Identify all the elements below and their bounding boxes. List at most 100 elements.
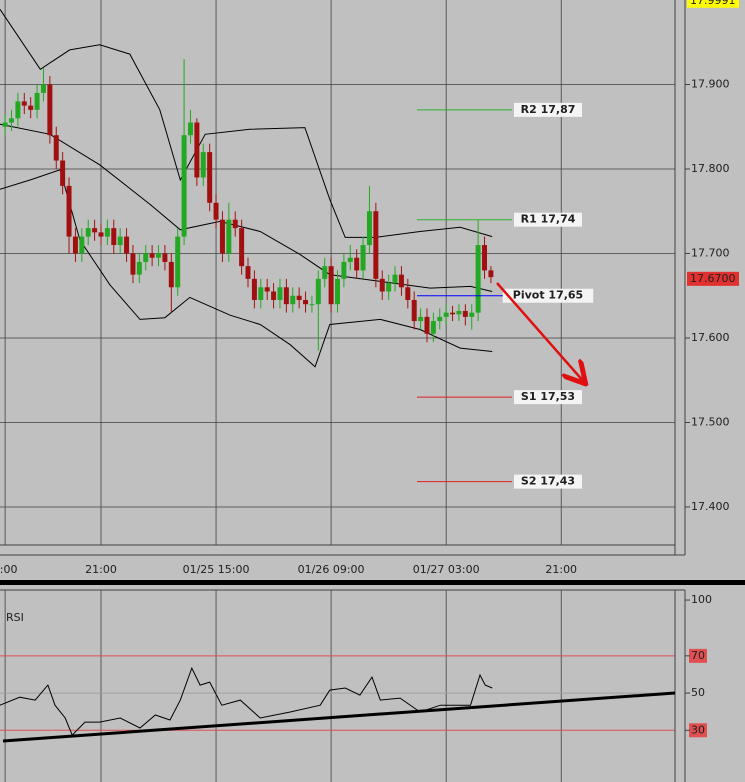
candle-body (21, 101, 27, 106)
bollinger-band (0, 123, 493, 292)
x-tick-label: 01/25 15:00 (183, 563, 250, 576)
price-label-box (687, 271, 739, 286)
candle-body (28, 105, 34, 110)
candle-body (379, 278, 385, 292)
candle-body (175, 236, 181, 288)
candle-body (328, 266, 334, 305)
candle-body (187, 122, 193, 136)
candle-body (264, 287, 270, 292)
candle-body (315, 278, 321, 305)
candle-body (232, 219, 238, 229)
candle-body (469, 312, 475, 317)
bollinger-band (0, 9, 493, 238)
candle-body (117, 236, 123, 246)
candle-body (34, 92, 40, 110)
candle-body (277, 287, 283, 300)
y-tick-label: 30 (691, 723, 705, 736)
candle-body (258, 287, 264, 300)
candle-body (251, 278, 257, 300)
candle-body (322, 266, 328, 279)
candle-body (72, 236, 78, 254)
candle-body (200, 152, 206, 178)
candle-body (290, 295, 296, 305)
rsi-title: RSI (6, 611, 24, 624)
bollinger-band (0, 169, 493, 368)
candle-body (482, 245, 488, 271)
candle-body (398, 274, 404, 288)
candle-body (66, 185, 72, 237)
candle-body (194, 122, 200, 178)
candle-body (347, 257, 353, 262)
x-tick-label: 01/27 03:00 (413, 563, 480, 576)
candle-body (219, 219, 225, 254)
y-tick-label: 50 (691, 686, 705, 699)
candle-body (104, 228, 110, 237)
level-label-box (514, 390, 582, 405)
candle-body (283, 287, 289, 305)
level-label-box (514, 212, 582, 227)
y-tick-label: 17.600 (691, 331, 730, 344)
y-tick-label: 17.900 (691, 77, 730, 90)
x-tick-label: 1:00 (0, 563, 17, 576)
candle-body (456, 310, 462, 315)
y-tick-label: 17.800 (691, 162, 730, 175)
candle-body (450, 312, 456, 315)
level-label: R2 17,87 (521, 103, 576, 116)
candle-body (366, 211, 372, 246)
candle-body (143, 253, 149, 262)
candle-body (462, 310, 468, 317)
rsi-line (0, 666, 493, 736)
candle-body (92, 228, 98, 233)
level-label: R1 17,74 (521, 213, 576, 226)
candle-body (475, 245, 481, 313)
y-tick-label: 17.500 (691, 415, 730, 428)
y-tick-label: 17.400 (691, 500, 730, 513)
price-label: 17.6700 (690, 272, 736, 285)
candle-body (136, 261, 142, 275)
level-label: S2 17,43 (521, 475, 575, 488)
candle-body (373, 211, 379, 279)
candle-body (168, 261, 174, 288)
candle-body (85, 228, 91, 237)
tick-highlight (689, 723, 707, 738)
candle-body (488, 270, 494, 278)
rsi-trendline (2, 691, 676, 743)
candle-body (79, 236, 85, 254)
candle-body (15, 101, 21, 119)
candle-body (162, 253, 168, 262)
candle-body (130, 253, 136, 275)
candle-body (207, 152, 213, 203)
candle-body (2, 122, 8, 127)
forecast-arrow (496, 282, 584, 382)
y-tick-label: 17.700 (691, 246, 730, 259)
candle-body (418, 316, 424, 322)
x-tick-label: 01/26 09:00 (298, 563, 365, 576)
level-label-box (502, 288, 594, 303)
candle-body (40, 84, 46, 93)
candle-body (411, 299, 417, 322)
level-label: Pivot 17,65 (513, 289, 583, 302)
candle-body (226, 219, 232, 254)
candle-body (360, 245, 366, 271)
candle-body (424, 316, 430, 334)
candle-body (156, 253, 162, 258)
candle-body (335, 278, 340, 305)
candle-body (245, 266, 251, 279)
candle-body (149, 253, 155, 258)
candle-body (181, 135, 187, 237)
level-label-box (514, 474, 582, 489)
level-label: S1 17,53 (521, 390, 575, 403)
level-label-box (514, 102, 582, 117)
candle-body (354, 257, 360, 271)
tick-highlight (689, 648, 707, 663)
candle-body (386, 283, 392, 292)
candle-body (9, 118, 15, 123)
candle-body (437, 316, 443, 322)
candle-body (124, 236, 130, 254)
candle-body (239, 228, 245, 267)
candle-body (271, 291, 277, 300)
candle-body (296, 295, 302, 300)
candle-body (405, 287, 411, 300)
candle-body (443, 312, 449, 317)
